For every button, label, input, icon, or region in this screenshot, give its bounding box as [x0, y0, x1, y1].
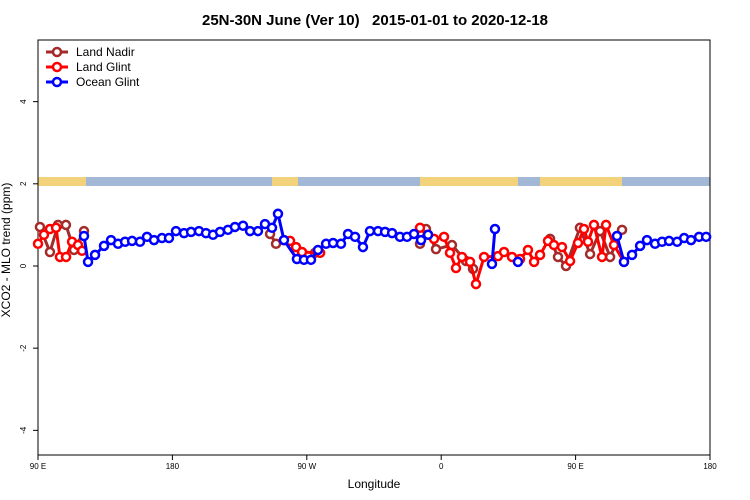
point: [486, 258, 498, 270]
point: [278, 234, 290, 246]
point: [252, 225, 264, 237]
point: [270, 238, 282, 250]
point: [470, 278, 482, 290]
point: [641, 234, 653, 246]
point: [498, 246, 510, 258]
land-strip: [272, 177, 298, 186]
point: [82, 256, 94, 268]
point: [582, 236, 594, 247]
point: [584, 248, 596, 260]
point: [450, 262, 462, 274]
x-tick-label: 90 W: [297, 462, 316, 471]
point: [608, 239, 620, 251]
point: [512, 256, 524, 268]
map-strip: [38, 177, 710, 186]
point: [98, 240, 110, 252]
point: [422, 229, 434, 241]
point: [415, 234, 427, 246]
series-line: [490, 228, 497, 265]
point: [528, 256, 540, 268]
point: [464, 256, 476, 268]
y-tick-label: 4: [19, 99, 28, 104]
x-tick-label: 90 E: [30, 462, 46, 471]
point: [489, 223, 501, 235]
x-tick-label: 90 E: [567, 462, 583, 471]
point: [414, 222, 426, 234]
x-tick-label: 0: [439, 462, 444, 471]
point: [556, 241, 568, 253]
land-strip: [420, 177, 518, 186]
point: [305, 254, 317, 266]
point: [357, 241, 369, 253]
point: [229, 221, 241, 233]
point: [596, 251, 608, 263]
point: [134, 236, 146, 247]
point: [364, 225, 376, 237]
point: [430, 243, 442, 255]
point: [611, 230, 623, 242]
point: [60, 219, 72, 231]
x-tick-label: 180: [166, 462, 180, 471]
y-tick-label: 0: [19, 263, 28, 268]
point: [335, 238, 347, 250]
point: [312, 244, 324, 256]
point: [266, 222, 278, 234]
x-axis-label: Longitude: [348, 477, 401, 491]
point: [44, 246, 56, 258]
point: [272, 208, 284, 220]
point: [456, 251, 468, 263]
point: [34, 221, 46, 233]
point: [534, 249, 546, 261]
point: [478, 251, 490, 263]
y-tick-label: -4: [19, 426, 28, 434]
point: [663, 235, 675, 247]
ocean-strip: [38, 177, 710, 186]
land-strip: [540, 177, 622, 186]
point: [522, 244, 534, 256]
point: [700, 231, 712, 243]
legend-label: Land Nadir: [76, 45, 135, 59]
point: [349, 231, 361, 243]
point: [38, 229, 50, 241]
point: [604, 251, 616, 263]
legend-marker: [51, 76, 63, 88]
point: [578, 223, 590, 235]
legend-marker: [51, 46, 63, 58]
point: [548, 239, 560, 251]
point: [685, 234, 697, 246]
y-tick-label: -2: [19, 344, 28, 352]
point: [50, 222, 62, 234]
point: [626, 249, 638, 261]
point: [170, 225, 182, 237]
point: [89, 249, 101, 261]
legend-marker: [51, 61, 63, 73]
point: [552, 251, 564, 263]
point: [78, 230, 90, 242]
point: [32, 238, 44, 250]
point: [60, 251, 72, 263]
point: [444, 247, 456, 259]
point: [408, 228, 420, 240]
x-tick-label: 180: [703, 462, 717, 471]
point: [564, 255, 576, 267]
point: [600, 219, 612, 231]
point: [237, 220, 249, 231]
chart-title: 25N-30N June (Ver 10) 2015-01-01 to 2020…: [202, 12, 548, 29]
legend-label: Land Glint: [76, 60, 131, 74]
legend-label: Ocean Glint: [76, 75, 140, 89]
y-axis-label: XCO2 - MLO trend (ppm): [0, 183, 13, 318]
point: [386, 227, 398, 239]
y-tick-label: 2: [19, 181, 28, 186]
land-strip: [38, 177, 86, 186]
point: [634, 240, 646, 252]
point: [438, 231, 450, 243]
series: [78, 208, 712, 270]
point: [572, 237, 584, 249]
point: [163, 232, 175, 244]
point: [618, 256, 630, 268]
point: [588, 219, 600, 231]
